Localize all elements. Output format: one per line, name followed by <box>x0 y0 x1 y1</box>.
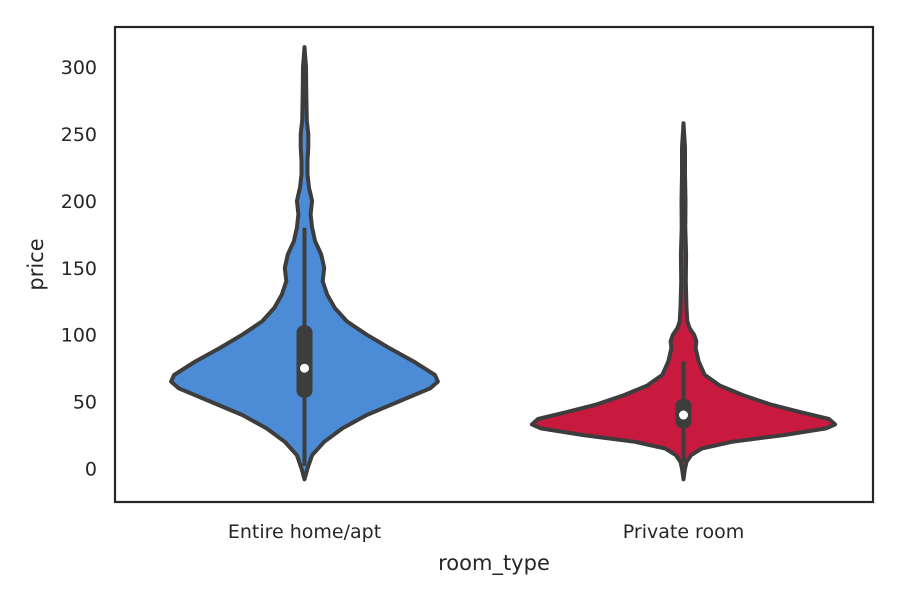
x-tick-label: Entire home/apt <box>228 521 381 543</box>
violins-layer <box>169 45 838 482</box>
y-tick-label: 50 <box>73 392 97 414</box>
y-tick-label: 0 <box>85 459 97 481</box>
violin-iqr-box <box>296 325 313 398</box>
violin-median-point <box>300 363 309 373</box>
x-tick-labels: Entire home/apt Private room <box>228 521 744 543</box>
violin-median-point <box>679 410 688 420</box>
y-tick-label: 250 <box>61 124 97 146</box>
x-tick-label: Private room <box>623 521 744 543</box>
violin-body <box>529 121 838 482</box>
y-tick-label: 300 <box>61 57 97 79</box>
x-axis-title: room_type <box>438 551 550 576</box>
y-tick-labels: 0 50 100 150 200 250 300 <box>61 57 97 480</box>
y-axis-title: price <box>24 238 48 290</box>
y-tick-label: 150 <box>61 258 97 280</box>
plot-frame <box>113 25 875 504</box>
y-tick-label: 100 <box>61 325 97 347</box>
y-tick-label: 200 <box>61 191 97 213</box>
